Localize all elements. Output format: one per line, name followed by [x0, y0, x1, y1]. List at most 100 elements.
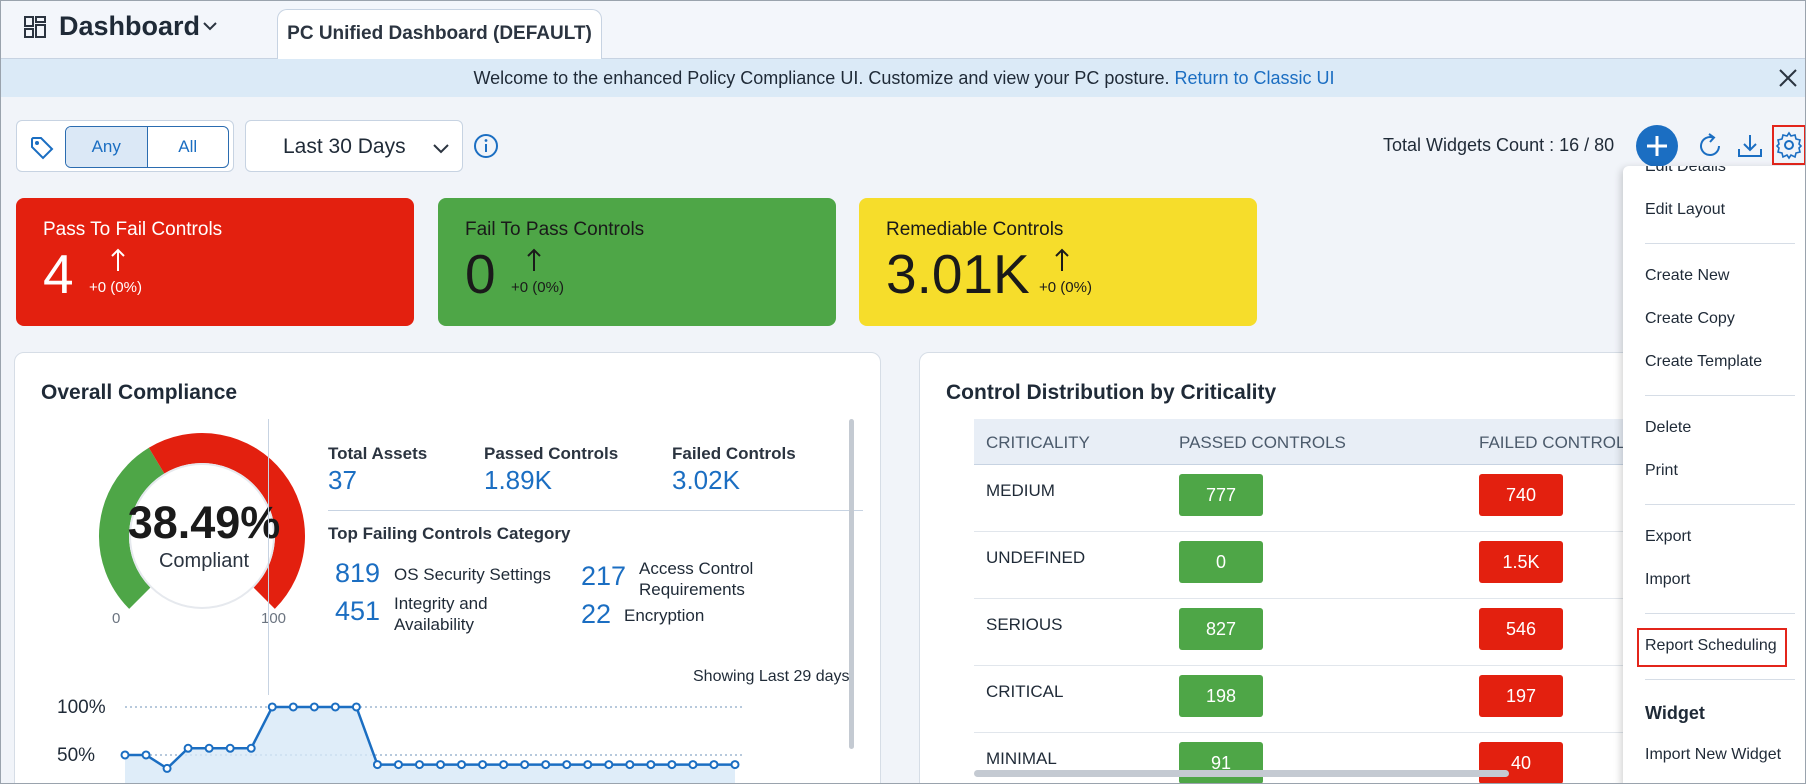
- tag-any-option[interactable]: Any: [66, 127, 148, 167]
- widget-title: Control Distribution by Criticality: [946, 381, 1277, 404]
- trend-point[interactable]: [562, 760, 572, 770]
- chevron-down-icon[interactable]: [201, 17, 219, 35]
- stat-value-total-assets[interactable]: 37: [328, 465, 357, 495]
- info-icon[interactable]: [473, 133, 499, 159]
- trend-point[interactable]: [288, 702, 298, 712]
- kpi-title: Fail To Pass Controls: [465, 219, 645, 240]
- settings-menu: Edit Details Edit Layout Create New Crea…: [1623, 166, 1805, 783]
- trend-point[interactable]: [141, 750, 151, 760]
- trend-point[interactable]: [646, 760, 656, 770]
- stat-value-passed-controls[interactable]: 1.89K: [484, 465, 552, 495]
- compliance-gauge: [99, 433, 305, 609]
- menu-divider: [1645, 395, 1795, 396]
- criticality-cell: CRITICAL: [986, 682, 1064, 701]
- top-failing-count[interactable]: 451: [335, 596, 381, 626]
- trend-point[interactable]: [478, 760, 488, 770]
- failed-count-badge[interactable]: 40: [1479, 742, 1563, 783]
- failed-count-badge[interactable]: 546: [1479, 608, 1563, 650]
- failed-count-badge[interactable]: 197: [1479, 675, 1563, 717]
- top-failing-name: Access Control Requirements: [639, 559, 754, 599]
- trend-point[interactable]: [204, 743, 214, 753]
- menu-item-export[interactable]: Export: [1645, 528, 1692, 545]
- trend-point[interactable]: [162, 763, 172, 773]
- refresh-icon[interactable]: [1695, 131, 1725, 161]
- trend-point[interactable]: [330, 702, 340, 712]
- passed-count-badge[interactable]: 0: [1179, 541, 1263, 583]
- tag-icon[interactable]: [29, 135, 55, 161]
- menu-item-import[interactable]: Import: [1645, 571, 1691, 588]
- trend-point[interactable]: [457, 760, 467, 770]
- passed-count-badge[interactable]: 777: [1179, 474, 1263, 516]
- y-tick-label: 50%: [57, 745, 95, 766]
- trend-point[interactable]: [520, 760, 530, 770]
- trend-point[interactable]: [351, 702, 361, 712]
- criticality-cell: MEDIUM: [986, 481, 1055, 500]
- trend-point[interactable]: [225, 743, 235, 753]
- menu-item-create-copy[interactable]: Create Copy: [1645, 310, 1735, 327]
- top-failing-count[interactable]: 819: [335, 558, 381, 588]
- kpi-fail-to-pass[interactable]: Fail To Pass Controls 0 +0 (0%): [438, 198, 836, 326]
- overall-compliance-widget: Overall Compliance 38.49% Compliant 0 10…: [14, 352, 881, 783]
- top-failing-name: OS Security Settings: [394, 565, 551, 584]
- trend-point[interactable]: [414, 760, 424, 770]
- stat-label-total-assets: Total Assets: [328, 444, 428, 463]
- trend-point[interactable]: [730, 760, 740, 770]
- kpi-remediable[interactable]: Remediable Controls 3.01K +0 (0%): [859, 198, 1257, 326]
- passed-count-badge[interactable]: 198: [1179, 675, 1263, 717]
- menu-item-edit-details[interactable]: Edit Details: [1645, 166, 1726, 175]
- trend-point[interactable]: [583, 760, 593, 770]
- criticality-table: CRITICALITY PASSED CONTROLS FAILED CONTR…: [974, 419, 1638, 783]
- stat-value-failed-controls[interactable]: 3.02K: [672, 465, 740, 495]
- trend-point[interactable]: [709, 760, 719, 770]
- menu-item-print[interactable]: Print: [1645, 462, 1678, 479]
- trend-point[interactable]: [604, 760, 614, 770]
- trend-point[interactable]: [499, 760, 509, 770]
- menu-item-create-template[interactable]: Create Template: [1645, 353, 1763, 370]
- column-header[interactable]: PASSED CONTROLS: [1179, 433, 1346, 452]
- column-header[interactable]: CRITICALITY: [986, 433, 1090, 452]
- failed-count-badge[interactable]: 740: [1479, 474, 1563, 516]
- trend-point[interactable]: [120, 750, 130, 760]
- trend-point[interactable]: [625, 760, 635, 770]
- trend-point[interactable]: [688, 760, 698, 770]
- add-widget-button[interactable]: [1636, 125, 1678, 167]
- failed-count-badge[interactable]: 1.5K: [1479, 541, 1563, 583]
- menu-item-report-scheduling[interactable]: Report Scheduling: [1645, 637, 1777, 654]
- passed-count-badge[interactable]: 827: [1179, 608, 1263, 650]
- plus-icon: [1647, 136, 1667, 156]
- trend-point[interactable]: [183, 743, 193, 753]
- y-tick-label: 100%: [57, 697, 106, 718]
- menu-item-import-new-widget[interactable]: Import New Widget: [1645, 746, 1782, 763]
- menu-item-create-new[interactable]: Create New: [1645, 267, 1730, 284]
- return-to-classic-link[interactable]: Return to Classic UI: [1174, 68, 1335, 88]
- passed-count-badge[interactable]: 91: [1179, 742, 1263, 783]
- gear-icon: [1775, 131, 1803, 160]
- date-range-select[interactable]: Last 30 Days: [245, 120, 463, 172]
- trend-point[interactable]: [541, 760, 551, 770]
- trend-point[interactable]: [436, 760, 446, 770]
- chevron-down-icon: [433, 144, 449, 154]
- top-failing-count[interactable]: 217: [581, 561, 627, 591]
- welcome-banner: Welcome to the enhanced Policy Complianc…: [1, 59, 1805, 97]
- kpi-pass-to-fail[interactable]: Pass To Fail Controls 4 +0 (0%): [16, 198, 414, 326]
- top-failing-count[interactable]: 22: [581, 599, 612, 629]
- table-header: CRITICALITY PASSED CONTROLS FAILED CONTR…: [974, 419, 1638, 465]
- trend-point[interactable]: [246, 743, 256, 753]
- settings-button[interactable]: [1772, 125, 1805, 165]
- menu-item-delete[interactable]: Delete: [1645, 419, 1692, 436]
- menu-item-edit-layout[interactable]: Edit Layout: [1645, 201, 1726, 218]
- trend-point[interactable]: [267, 702, 277, 712]
- download-icon[interactable]: [1735, 131, 1765, 161]
- table-scrollbar[interactable]: [974, 770, 1509, 777]
- column-header[interactable]: FAILED CONTROLS: [1479, 433, 1637, 452]
- close-icon[interactable]: [1777, 67, 1799, 89]
- widget-scrollbar[interactable]: [849, 419, 854, 749]
- tag-all-option[interactable]: All: [178, 137, 198, 156]
- trend-point[interactable]: [393, 760, 403, 770]
- trend-point[interactable]: [309, 702, 319, 712]
- trend-point[interactable]: [372, 760, 382, 770]
- tab-pc-unified-dashboard[interactable]: PC Unified Dashboard (DEFAULT): [277, 9, 602, 60]
- criticality-cell: SERIOUS: [986, 615, 1063, 634]
- trend-point[interactable]: [667, 760, 677, 770]
